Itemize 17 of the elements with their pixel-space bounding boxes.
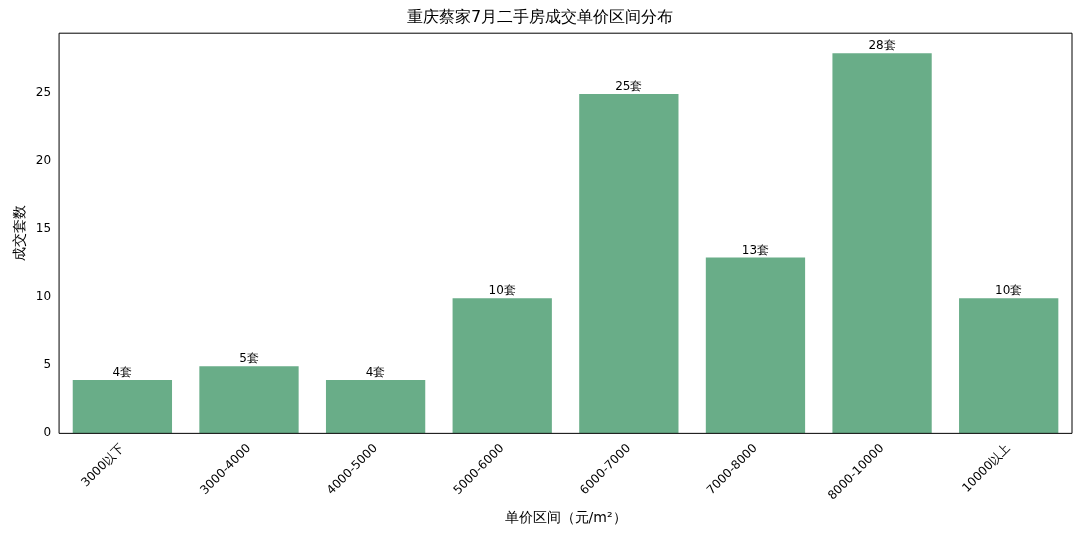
y-tick-label: 20 (35, 153, 52, 168)
y-tick-label: 15 (35, 221, 52, 236)
data-label: 5套 (239, 351, 259, 366)
data-label: 28套 (868, 38, 896, 53)
y-tick-label: 0 (43, 425, 52, 440)
y-tick-label: 25 (35, 85, 52, 100)
data-label: 10套 (488, 283, 516, 298)
data-label: 25套 (615, 79, 643, 94)
data-label: 10套 (995, 283, 1023, 298)
y-tick-label: 10 (35, 289, 52, 304)
y-tick-label: 5 (43, 357, 52, 372)
data-label: 4套 (112, 365, 133, 380)
x-axis-title: 单价区间（元/m²） (504, 509, 627, 526)
data-label: 4套 (365, 365, 386, 380)
data-label: 13套 (741, 242, 770, 257)
chart-title: 重庆蔡家7月二手房成交单价区间分布 (406, 6, 674, 26)
y-axis-title: 成交套数 (11, 205, 28, 262)
